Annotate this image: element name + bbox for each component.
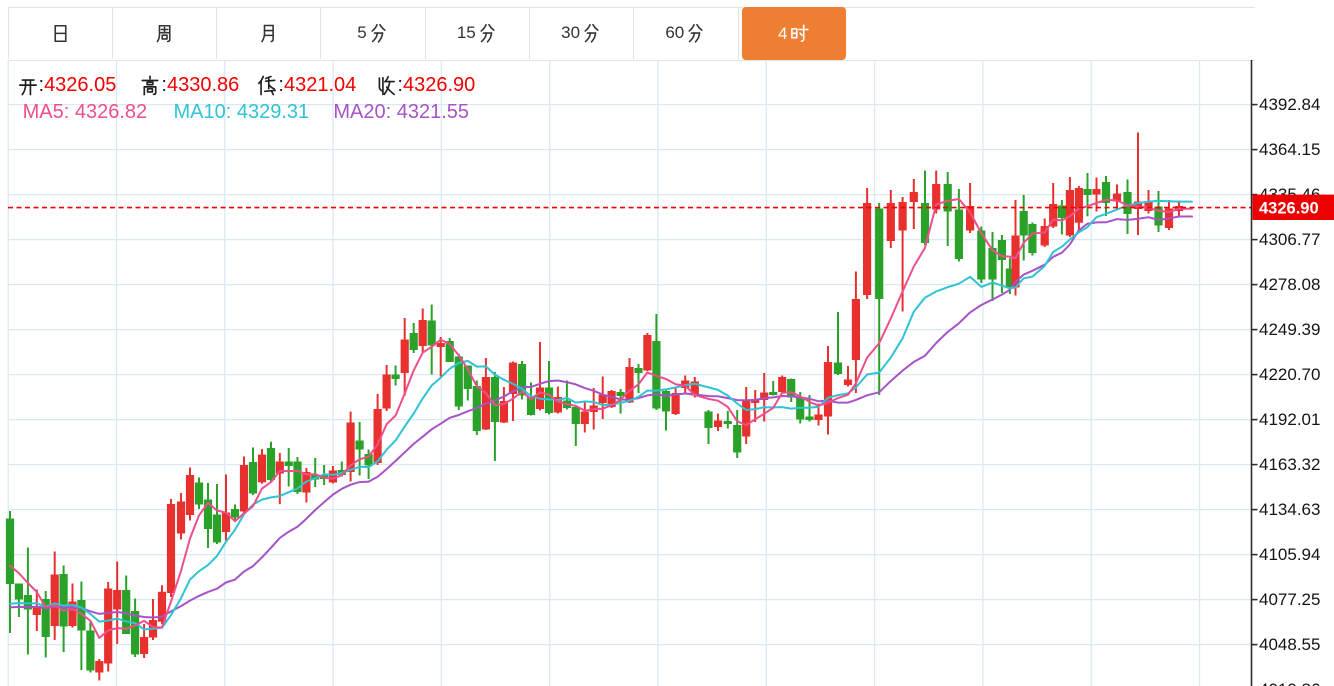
svg-text:4134.63: 4134.63 xyxy=(1259,500,1320,519)
svg-text:4192.01: 4192.01 xyxy=(1259,410,1320,429)
svg-text:4163.32: 4163.32 xyxy=(1259,455,1320,474)
svg-text:4306.77: 4306.77 xyxy=(1259,230,1320,249)
svg-text:4326.90: 4326.90 xyxy=(1259,200,1319,218)
svg-text:4077.25: 4077.25 xyxy=(1259,590,1320,609)
svg-text:4249.39: 4249.39 xyxy=(1259,320,1320,339)
svg-text:4392.84: 4392.84 xyxy=(1259,95,1320,114)
svg-text:4048.55: 4048.55 xyxy=(1259,635,1320,654)
svg-text:4105.94: 4105.94 xyxy=(1259,545,1320,564)
svg-text:4019.86: 4019.86 xyxy=(1259,680,1320,686)
svg-text:4220.70: 4220.70 xyxy=(1259,365,1320,384)
svg-text:4364.15: 4364.15 xyxy=(1259,140,1320,159)
svg-text:4278.08: 4278.08 xyxy=(1259,275,1320,294)
